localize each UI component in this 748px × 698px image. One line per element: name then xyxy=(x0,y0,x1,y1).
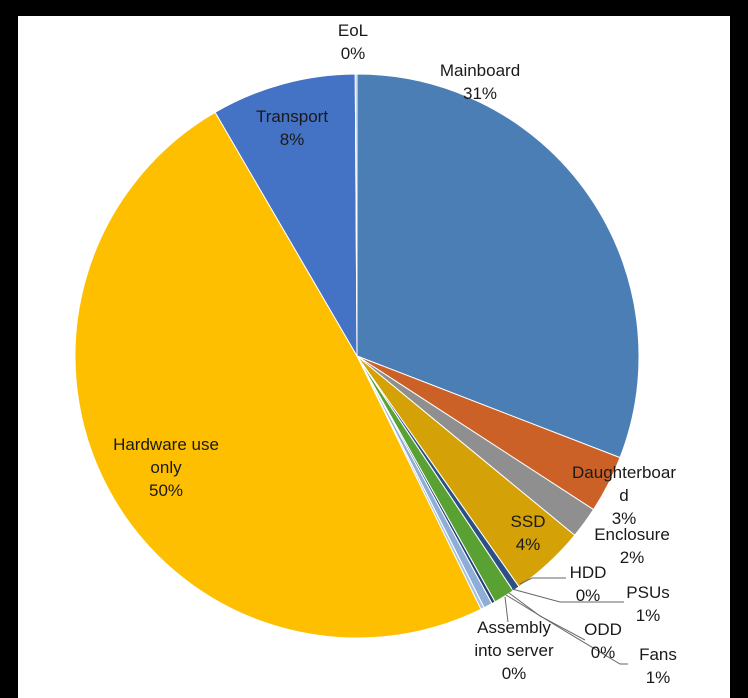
slice-label: Hardware use only 50% xyxy=(113,435,219,500)
leader-line xyxy=(505,594,628,665)
pie-slice-mainboard xyxy=(356,73,640,459)
slice-value-label: 0% xyxy=(341,44,366,63)
slice-value-label: 8% xyxy=(280,130,305,149)
slice-label: HDD 0% xyxy=(570,563,607,605)
pie-slice-transport xyxy=(214,73,358,358)
slice-value-label: 0% xyxy=(502,664,527,683)
slice-value-label: 0% xyxy=(591,643,616,662)
slice-label: Enclosure 2% xyxy=(594,525,670,567)
slice-label: EoL 0% xyxy=(338,21,368,63)
slice-name-label: Mainboard xyxy=(440,61,520,80)
slice-name-label: Hardware use xyxy=(113,435,219,454)
slice-label: PSUs 1% xyxy=(626,583,669,625)
slice-value-label: 50% xyxy=(149,481,183,500)
slice-name-label: into server xyxy=(474,641,554,660)
slice-label: ODD 0% xyxy=(584,620,622,662)
slice-labels: Mainboard 31% Daughterboar d 3%Enclosure 2% SS… xyxy=(113,21,677,687)
leader-line xyxy=(504,596,509,623)
slice-name-label: Assembly xyxy=(477,618,551,637)
leader-lines xyxy=(504,577,628,665)
slice-name-label: PSUs xyxy=(626,583,669,602)
slice-value-label: 2% xyxy=(620,548,645,567)
slice-label: Daughterboar d 3% xyxy=(572,463,676,528)
slice-name-label: EoL xyxy=(338,21,368,40)
slice-name-label: Fans xyxy=(639,645,677,664)
slice-name-label: HDD xyxy=(570,563,607,582)
slice-label: Assembly into server 0% xyxy=(474,618,554,683)
slice-name-label: SSD xyxy=(511,512,546,531)
slice-name-label: only xyxy=(150,458,182,477)
slice-name-label: Transport xyxy=(256,107,328,126)
leader-line xyxy=(511,588,624,603)
pie-slice-hardware-use-only xyxy=(74,111,482,639)
slice-label: Fans 1% xyxy=(639,645,677,687)
slice-name-label: d xyxy=(619,486,628,505)
slice-value-label: 4% xyxy=(516,535,541,554)
slice-value-label: 1% xyxy=(646,668,671,687)
slice-name-label: Daughterboar xyxy=(572,463,676,482)
slice-label: Mainboard 31% xyxy=(440,61,520,103)
slice-name-label: ODD xyxy=(584,620,622,639)
slice-value-label: 3% xyxy=(612,509,637,528)
pie-slices xyxy=(74,73,640,639)
slice-value-label: 1% xyxy=(636,606,661,625)
slice-name-label: Enclosure xyxy=(594,525,670,544)
slice-value-label: 0% xyxy=(576,586,601,605)
slice-label: SSD 4% xyxy=(511,512,546,554)
pie-slice-eol xyxy=(354,73,358,357)
slice-value-label: 31% xyxy=(463,84,497,103)
leader-line xyxy=(519,577,566,585)
slice-label: Transport 8% xyxy=(256,107,328,149)
